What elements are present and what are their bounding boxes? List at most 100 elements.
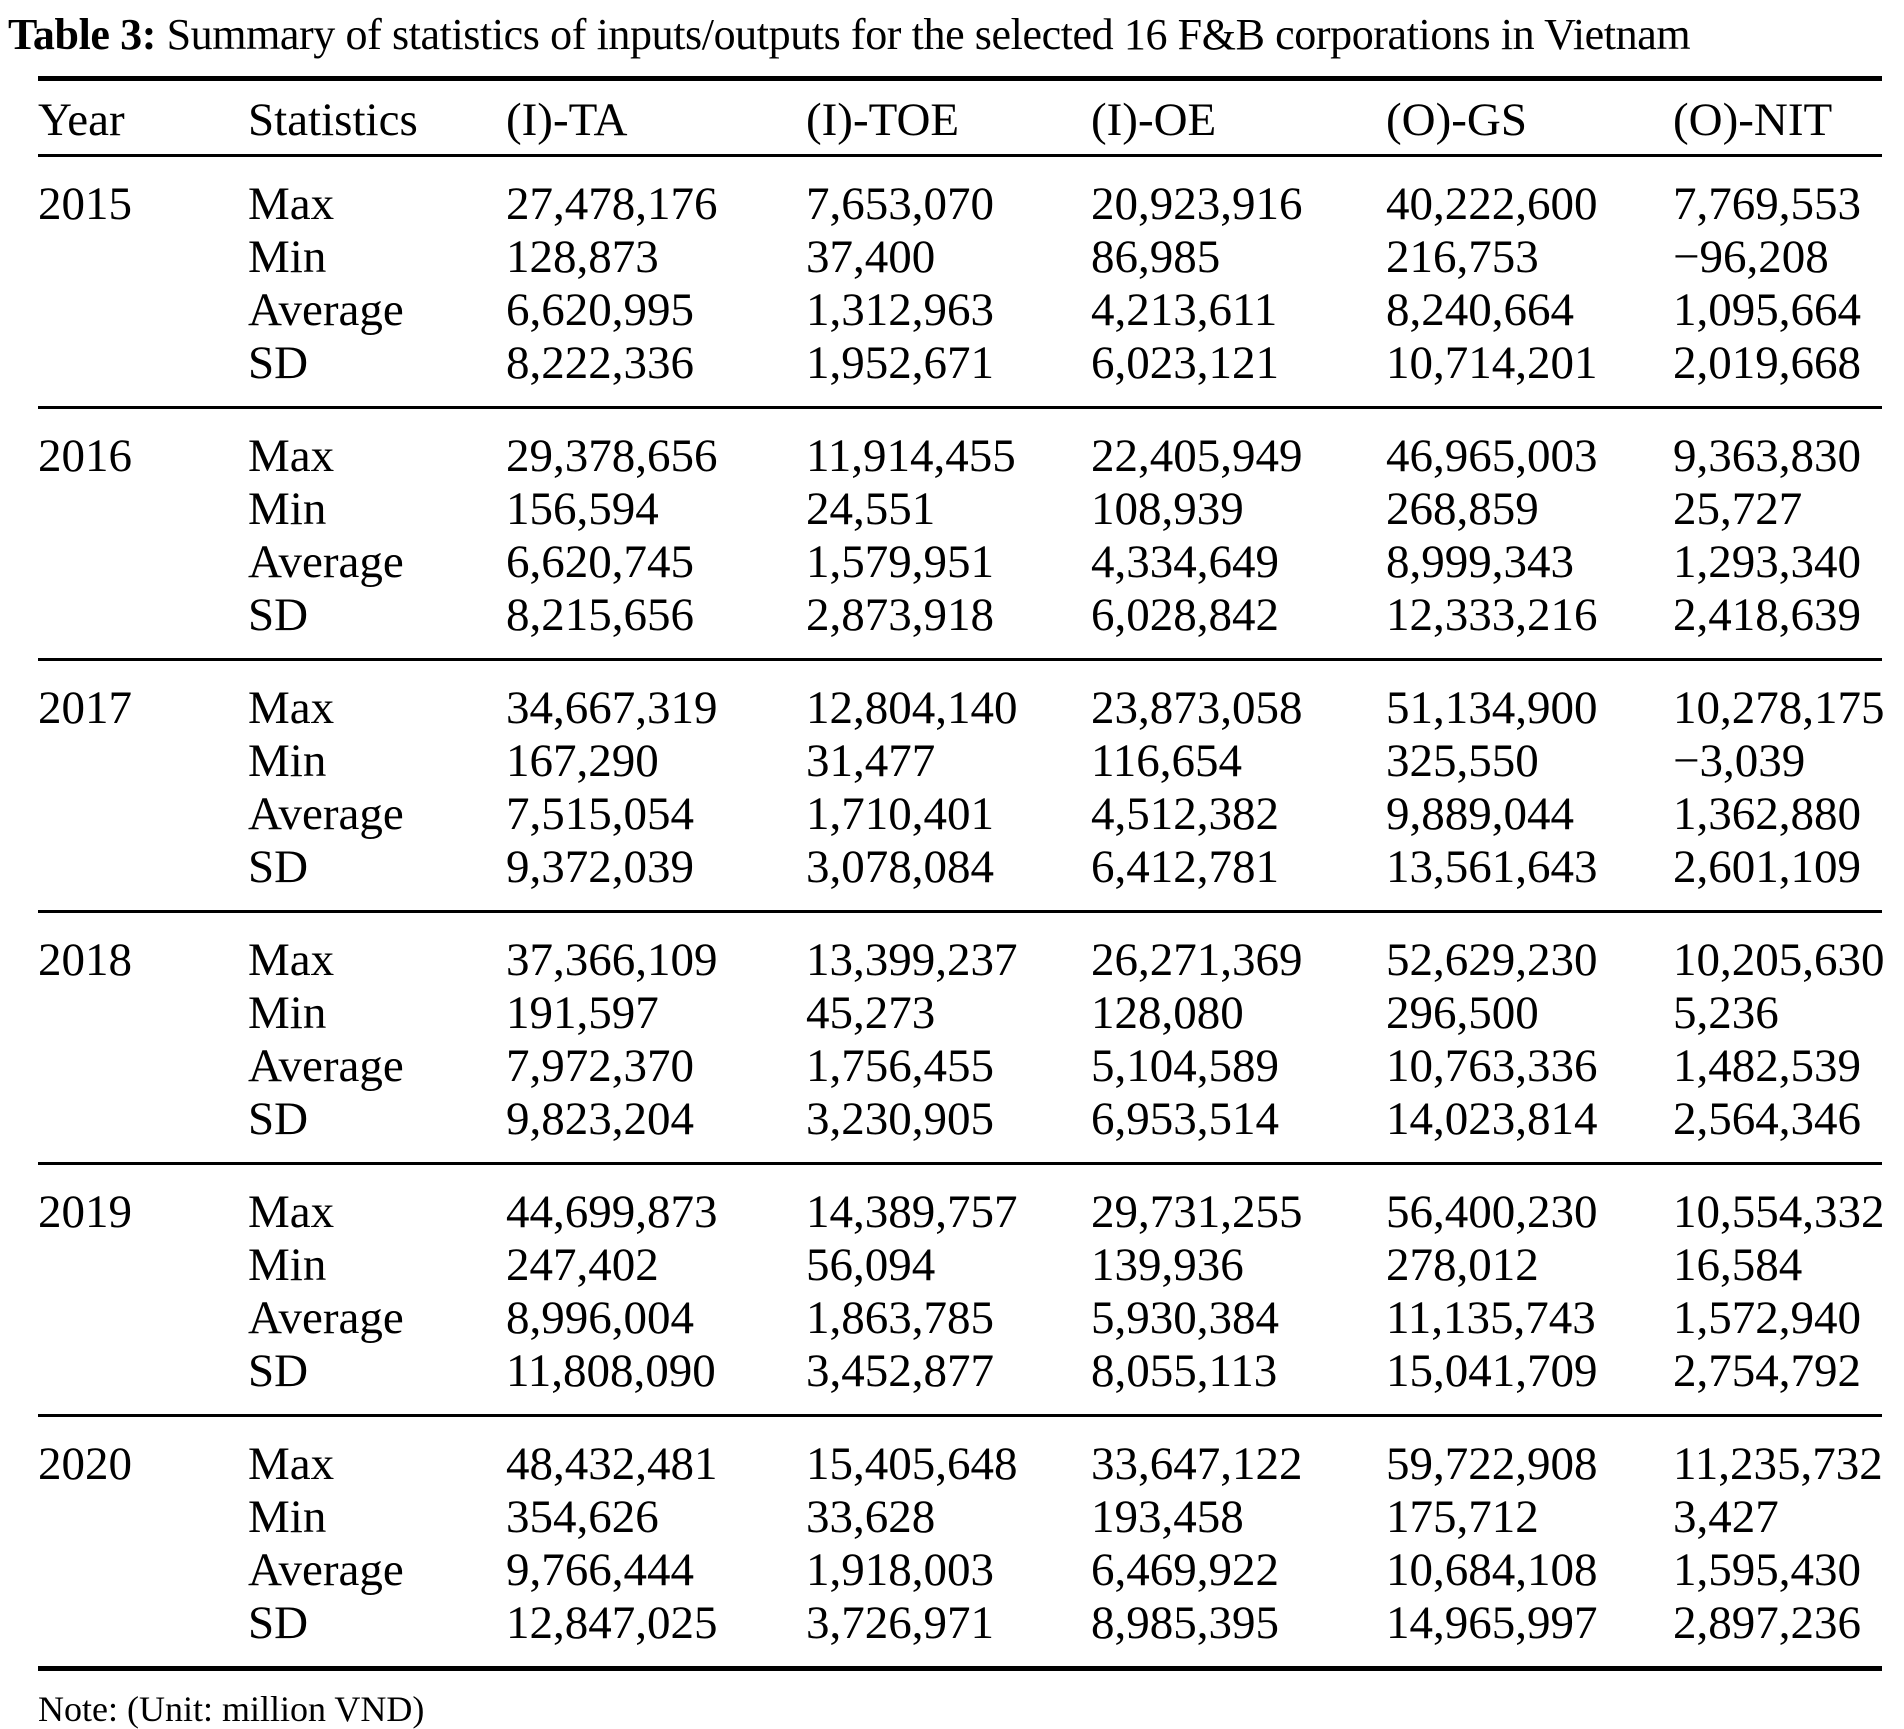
value-cell: 6,412,781 (1091, 841, 1279, 893)
stat-label: Average (248, 284, 404, 336)
value-cell: 34,667,319 (506, 682, 718, 734)
value-cell: 1,293,340 (1673, 536, 1861, 588)
value-cell: 52,629,230 (1386, 934, 1598, 986)
value-cell: 12,333,216 (1386, 589, 1598, 641)
col-header-o-gs: (O)-GS (1386, 94, 1527, 146)
value-cell: −96,208 (1673, 231, 1829, 283)
col-header-i-ta: (I)-TA (506, 94, 628, 146)
value-cell: 14,965,997 (1386, 1597, 1598, 1649)
table-row: Min 156,594 24,551 108,939 268,859 25,727 (38, 483, 1882, 536)
value-cell: 13,561,643 (1386, 841, 1598, 893)
value-cell: 4,512,382 (1091, 788, 1279, 840)
value-cell: 108,939 (1091, 483, 1244, 535)
value-cell: 9,363,830 (1673, 430, 1861, 482)
year-cell: 2019 (38, 1186, 132, 1238)
value-cell: 29,378,656 (506, 430, 718, 482)
year-cell (38, 1345, 248, 1416)
value-cell: 23,873,058 (1091, 682, 1303, 734)
value-cell: 1,095,664 (1673, 284, 1861, 336)
table-row: 2017 Max 34,667,319 12,804,140 23,873,058 51,… (38, 660, 1885, 736)
value-cell: 247,402 (506, 1239, 659, 1291)
year-block-2020: 2020 Max 48,432,481 15,405,648 33,647,122 59,… (38, 1416, 1883, 1669)
value-cell: 1,579,951 (806, 536, 994, 588)
value-cell: 6,953,514 (1091, 1093, 1279, 1145)
value-cell: −3,039 (1673, 735, 1806, 787)
value-cell: 10,278,175 (1673, 682, 1885, 734)
year-cell (38, 841, 248, 912)
stat-label: SD (248, 1093, 309, 1145)
value-cell: 1,710,401 (806, 788, 994, 840)
value-cell: 1,482,539 (1673, 1040, 1861, 1092)
value-cell: 51,134,900 (1386, 682, 1598, 734)
value-cell: 8,240,664 (1386, 284, 1574, 336)
value-cell: 11,135,743 (1386, 1292, 1596, 1344)
value-cell: 8,215,656 (506, 589, 694, 641)
value-cell: 4,213,611 (1091, 284, 1278, 336)
value-cell: 26,271,369 (1091, 934, 1303, 986)
value-cell: 9,766,444 (506, 1544, 694, 1596)
value-cell: 3,078,084 (806, 841, 994, 893)
value-cell: 12,804,140 (806, 682, 1018, 734)
value-cell: 3,427 (1673, 1491, 1779, 1543)
value-cell: 33,628 (806, 1491, 936, 1543)
year-cell (38, 1239, 248, 1292)
value-cell: 1,863,785 (806, 1292, 994, 1344)
value-cell: 3,230,905 (806, 1093, 994, 1145)
value-cell: 1,756,455 (806, 1040, 994, 1092)
value-cell: 37,400 (806, 231, 936, 283)
value-cell: 8,985,395 (1091, 1597, 1279, 1649)
value-cell: 46,965,003 (1386, 430, 1598, 482)
value-cell: 9,372,039 (506, 841, 694, 893)
year-cell: 2020 (38, 1438, 132, 1490)
table-row: Min 191,597 45,273 128,080 296,500 5,236 (38, 987, 1882, 1040)
table-row: SD 11,808,090 3,452,877 8,055,113 15,041,709… (38, 1345, 1882, 1416)
year-cell (38, 536, 248, 589)
value-cell: 4,334,649 (1091, 536, 1279, 588)
table-row: Average 7,972,370 1,756,455 5,104,589 10,763… (38, 1040, 1882, 1093)
table-row: Min 167,290 31,477 116,654 325,550 −3,039 (38, 735, 1882, 788)
value-cell: 48,432,481 (506, 1438, 718, 1490)
value-cell: 31,477 (806, 735, 936, 787)
col-header-o-nit: (O)-NIT (1673, 94, 1833, 146)
table-row: Min 247,402 56,094 139,936 278,012 16,584 (38, 1239, 1882, 1292)
table-row: SD 8,222,336 1,952,671 6,023,121 10,714,201 2… (38, 337, 1882, 408)
value-cell: 3,452,877 (806, 1345, 994, 1397)
value-cell: 167,290 (506, 735, 659, 787)
value-cell: 5,236 (1673, 987, 1779, 1039)
stat-label: SD (248, 589, 309, 641)
value-cell: 11,235,732 (1673, 1438, 1883, 1490)
year-cell (38, 483, 248, 536)
year-cell (38, 1544, 248, 1597)
stat-label: Max (248, 178, 335, 230)
value-cell: 6,028,842 (1091, 589, 1279, 641)
value-cell: 86,985 (1091, 231, 1221, 283)
year-cell (38, 1040, 248, 1093)
value-cell: 1,918,003 (806, 1544, 994, 1596)
value-cell: 2,601,109 (1673, 841, 1861, 893)
year-cell (38, 987, 248, 1040)
year-block-2015: 2015 Max 27,478,176 7,653,070 20,923,916 40,2… (38, 156, 1882, 408)
stat-label: Max (248, 430, 335, 482)
year-cell (38, 1491, 248, 1544)
value-cell: 191,597 (506, 987, 659, 1039)
value-cell: 10,763,336 (1386, 1040, 1598, 1092)
value-cell: 268,859 (1386, 483, 1539, 535)
table-caption: Table 3: Summary of statistics of inputs… (8, 6, 1884, 64)
stats-table: Year Statistics (I)-TA (I)-TOE (I)-OE (O… (38, 76, 1885, 1671)
stat-label: Average (248, 1292, 404, 1344)
value-cell: 33,647,122 (1091, 1438, 1303, 1490)
table-row: SD 12,847,025 3,726,971 8,985,395 14,965,997… (38, 1597, 1882, 1669)
stat-label: Min (248, 735, 327, 787)
value-cell: 59,722,908 (1386, 1438, 1598, 1490)
value-cell: 44,699,873 (506, 1186, 718, 1238)
value-cell: 10,554,332 (1673, 1186, 1885, 1238)
year-cell: 2018 (38, 934, 132, 986)
value-cell: 128,080 (1091, 987, 1244, 1039)
year-cell (38, 337, 248, 408)
value-cell: 6,620,995 (506, 284, 694, 336)
value-cell: 16,584 (1673, 1239, 1803, 1291)
value-cell: 13,399,237 (806, 934, 1018, 986)
year-cell (38, 788, 248, 841)
value-cell: 56,094 (806, 1239, 936, 1291)
